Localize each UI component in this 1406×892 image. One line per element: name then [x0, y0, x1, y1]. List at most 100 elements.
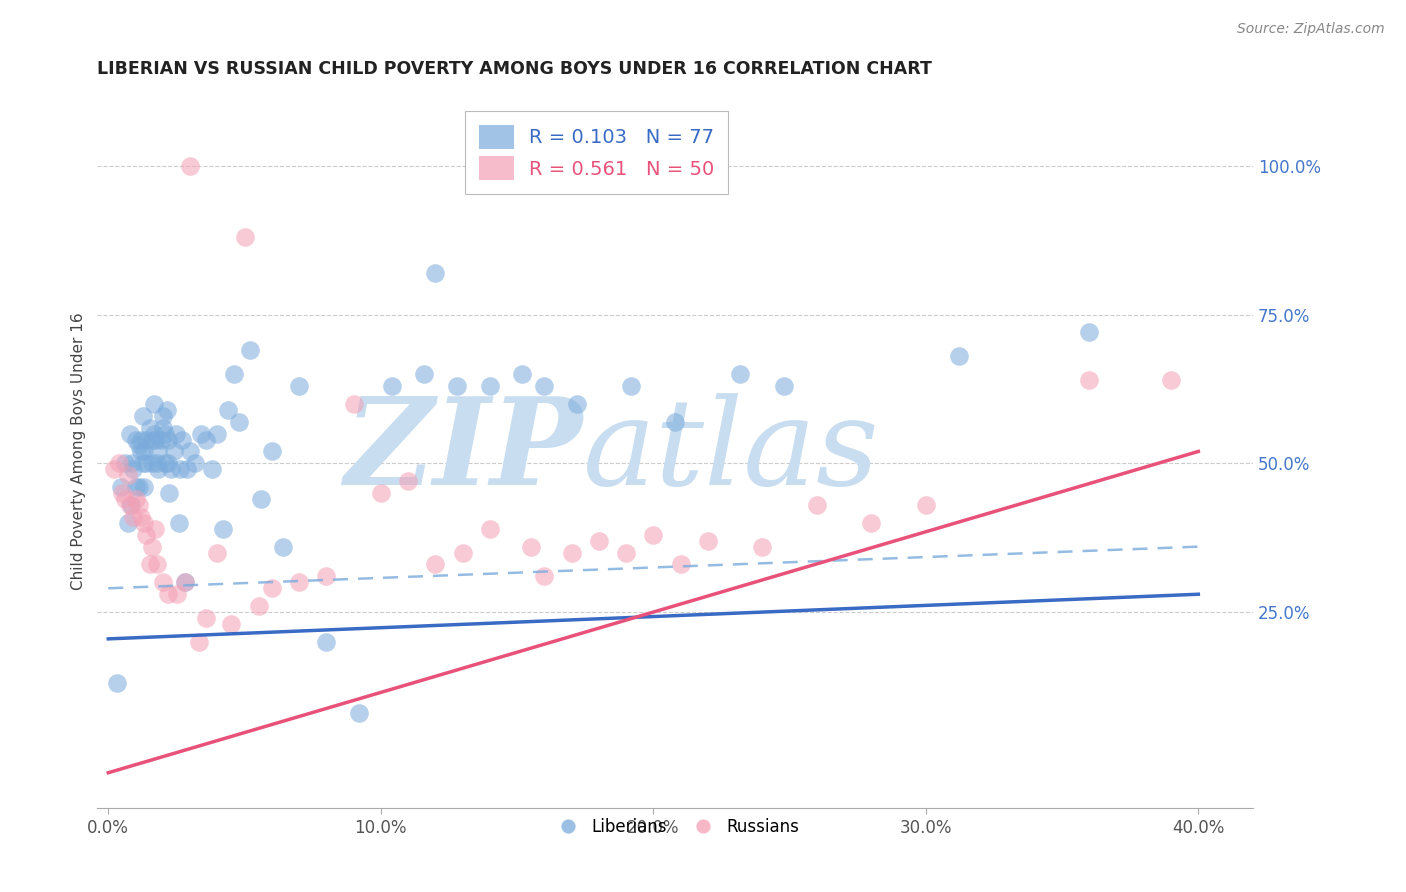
Point — [114, 456, 136, 470]
Point — [512, 367, 534, 381]
Point — [184, 456, 207, 470]
Point — [315, 635, 337, 649]
Point — [176, 462, 198, 476]
Point — [669, 558, 692, 572]
Point — [132, 409, 155, 423]
Point — [614, 545, 637, 559]
Point — [135, 433, 157, 447]
Point — [1160, 373, 1182, 387]
Point — [533, 569, 555, 583]
Point — [111, 486, 134, 500]
Point — [914, 498, 936, 512]
Text: atlas: atlas — [582, 392, 879, 510]
Text: LIBERIAN VS RUSSIAN CHILD POVERTY AMONG BOYS UNDER 16 CORRELATION CHART: LIBERIAN VS RUSSIAN CHILD POVERTY AMONG … — [97, 60, 932, 78]
Point — [157, 486, 180, 500]
Point — [207, 426, 229, 441]
Point — [860, 516, 883, 530]
Point — [751, 540, 773, 554]
Point — [122, 462, 145, 476]
Point — [134, 516, 156, 530]
Point — [157, 587, 180, 601]
Point — [128, 480, 150, 494]
Point — [173, 575, 195, 590]
Point — [221, 617, 243, 632]
Point — [152, 575, 174, 590]
Point — [160, 462, 183, 476]
Point — [135, 527, 157, 541]
Point — [146, 558, 169, 572]
Point — [620, 379, 643, 393]
Point — [179, 159, 201, 173]
Point — [247, 599, 270, 614]
Point — [148, 462, 170, 476]
Point — [105, 676, 128, 690]
Point — [129, 444, 152, 458]
Point — [451, 545, 474, 559]
Point — [121, 456, 143, 470]
Point — [103, 462, 125, 476]
Point — [143, 426, 166, 441]
Point — [153, 426, 176, 441]
Text: ZIP: ZIP — [344, 392, 582, 511]
Point — [425, 558, 447, 572]
Point — [730, 367, 752, 381]
Point — [138, 420, 160, 434]
Point — [533, 379, 555, 393]
Point — [806, 498, 828, 512]
Point — [143, 433, 166, 447]
Point — [141, 540, 163, 554]
Point — [565, 397, 588, 411]
Point — [149, 433, 172, 447]
Point — [271, 540, 294, 554]
Point — [165, 426, 187, 441]
Point — [129, 433, 152, 447]
Point — [478, 522, 501, 536]
Point — [172, 433, 194, 447]
Point — [124, 433, 146, 447]
Point — [167, 516, 190, 530]
Point — [135, 456, 157, 470]
Point — [195, 433, 218, 447]
Point — [1078, 373, 1101, 387]
Point — [124, 480, 146, 494]
Point — [134, 444, 156, 458]
Point — [233, 230, 256, 244]
Text: Source: ZipAtlas.com: Source: ZipAtlas.com — [1237, 22, 1385, 37]
Point — [134, 480, 156, 494]
Point — [118, 426, 141, 441]
Point — [187, 635, 209, 649]
Point — [152, 420, 174, 434]
Point — [117, 468, 139, 483]
Point — [217, 402, 239, 417]
Point — [152, 409, 174, 423]
Point — [108, 456, 131, 470]
Point — [425, 266, 447, 280]
Point — [250, 491, 273, 506]
Point — [128, 438, 150, 452]
Point — [446, 379, 468, 393]
Point — [163, 444, 186, 458]
Point — [128, 498, 150, 512]
Point — [173, 575, 195, 590]
Point — [201, 462, 224, 476]
Point — [260, 582, 283, 596]
Point — [157, 433, 180, 447]
Y-axis label: Child Poverty Among Boys Under 16: Child Poverty Among Boys Under 16 — [72, 312, 86, 591]
Point — [643, 527, 665, 541]
Point — [156, 402, 179, 417]
Point — [520, 540, 543, 554]
Point — [342, 397, 364, 411]
Point — [948, 349, 970, 363]
Point — [141, 456, 163, 470]
Point — [117, 516, 139, 530]
Point — [396, 474, 419, 488]
Point — [143, 397, 166, 411]
Point — [166, 587, 188, 601]
Point — [260, 444, 283, 458]
Point — [148, 444, 170, 458]
Point — [190, 426, 212, 441]
Point — [560, 545, 582, 559]
Point — [141, 433, 163, 447]
Point — [1078, 326, 1101, 340]
Point — [315, 569, 337, 583]
